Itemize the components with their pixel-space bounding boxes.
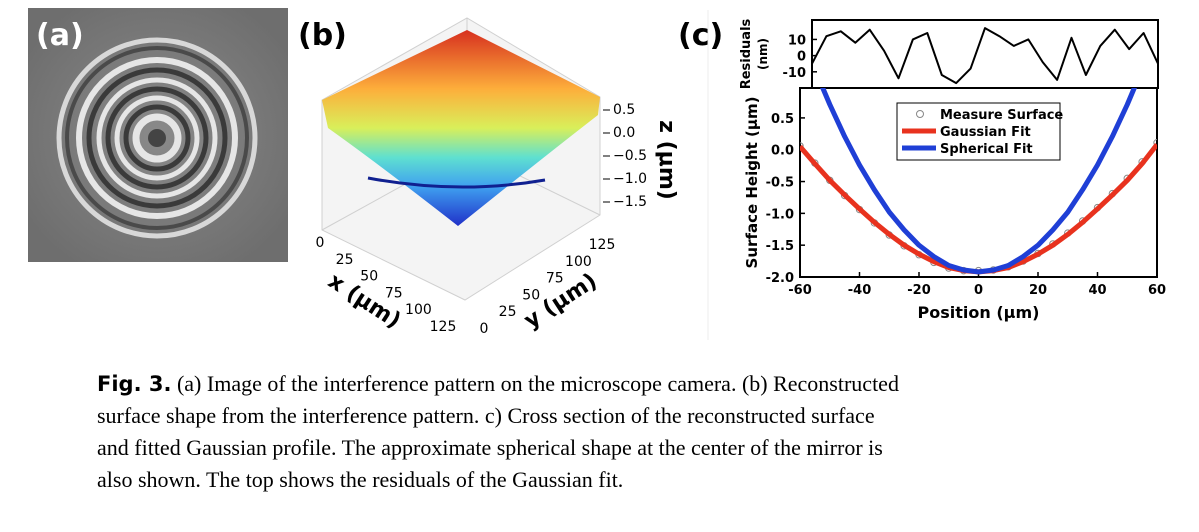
x-axis-label: Position (μm)	[918, 303, 1040, 322]
caption-label: Fig. 3.	[97, 372, 171, 396]
y-tick-label: 125	[589, 237, 616, 253]
caption-line: also shown. The top shows the residuals …	[97, 467, 623, 492]
caption-line: Fig. 3. (a) Image of the interference pa…	[97, 371, 899, 396]
panel-label: (b)	[298, 18, 347, 53]
y-axis-label: Residuals	[739, 18, 754, 89]
x-tick-label: 40	[1088, 283, 1106, 298]
y-tick-label: -2.0	[766, 271, 794, 286]
data-point	[1153, 139, 1157, 147]
z-tick-label: −0.5	[613, 148, 647, 164]
z-tick-label: 0.5	[613, 102, 635, 118]
y-tick-label: 0.0	[771, 144, 794, 159]
y-axis-label: (nm)	[756, 38, 770, 70]
legend-label: Gaussian Fit	[940, 125, 1031, 140]
x-tick-label: 100	[405, 302, 432, 318]
data-point	[800, 142, 804, 150]
caption-line: and fitted Gaussian profile. The approxi…	[97, 435, 883, 460]
rings	[56, 37, 258, 239]
data-line	[811, 27, 1159, 85]
legend-label: Spherical Fit	[940, 142, 1033, 157]
z-tick-label: 0.0	[613, 125, 635, 141]
x-tick-label: 75	[385, 285, 403, 301]
y-tick-label: 25	[499, 304, 517, 320]
legend-label: Measure Surface	[940, 108, 1063, 123]
z-tick-label: −1.0	[613, 171, 647, 187]
y-tick-label: 50	[522, 287, 540, 303]
x-tick-label: 0	[974, 283, 983, 298]
x-tick-label: 60	[1148, 283, 1166, 298]
y-tick-label: 100	[565, 254, 592, 270]
panel-label: (c)	[678, 18, 723, 53]
surface	[322, 30, 600, 226]
y-tick-label: 0	[480, 321, 489, 337]
caption-line: surface shape from the interference patt…	[97, 403, 875, 428]
y-tick-label: 0	[797, 50, 806, 65]
surface-contour	[367, 176, 546, 189]
x-tick-label: 20	[1029, 283, 1047, 298]
z-axis-label: z (μm)	[654, 120, 679, 200]
x-tick-label: -40	[848, 283, 872, 298]
y-axis-label: Surface Height (μm)	[743, 97, 761, 269]
x-tick-label: -60	[788, 283, 812, 298]
data-line	[820, 88, 1137, 275]
y-tick-label: -10	[783, 66, 807, 81]
x-tick-label: 50	[360, 269, 378, 285]
y-tick-label: 10	[788, 33, 806, 48]
caption: Fig. 3. (a) Image of the interference pa…	[97, 371, 899, 492]
y-tick-label: -1.5	[766, 239, 794, 254]
panel-a: (a)	[28, 8, 288, 262]
x-tick-label: 125	[430, 319, 457, 335]
z-tick-label: −1.5	[613, 194, 647, 210]
x-tick-label: -20	[907, 283, 931, 298]
x-tick-label: 0	[316, 235, 325, 251]
y-tick-label: 75	[546, 271, 564, 287]
panel-label: (a)	[36, 18, 84, 53]
x-tick-label: 25	[336, 252, 354, 268]
data-line	[800, 143, 1157, 275]
y-tick-label: 0.5	[771, 112, 794, 127]
legend-marker	[916, 110, 924, 118]
y-tick-label: -1.0	[766, 207, 794, 222]
caption-text: (a) Image of the interference pattern on…	[171, 371, 898, 396]
y-tick-label: -0.5	[766, 176, 794, 191]
